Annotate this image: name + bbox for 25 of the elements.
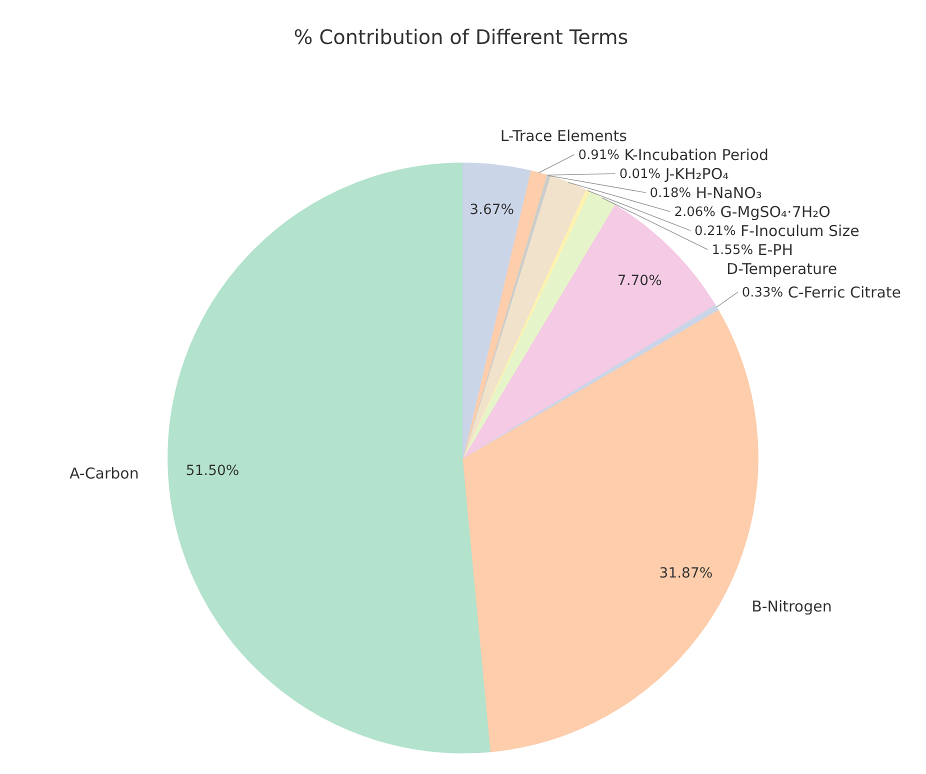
slice-label: F-Inoculum Size xyxy=(740,222,860,240)
slice-label: K-Incubation Period xyxy=(624,146,769,164)
slice-label: A-Carbon xyxy=(69,464,139,483)
slice-label: L-Trace Elements xyxy=(500,126,628,145)
data-label: 31.87% xyxy=(659,566,713,582)
slice-label: D-Temperature xyxy=(726,260,838,278)
data-label: 0.21% xyxy=(694,224,736,240)
data-label: 3.67% xyxy=(470,202,514,218)
data-label: 0.91% xyxy=(578,148,620,164)
pie-slice xyxy=(462,191,616,458)
data-label: 2.06% xyxy=(674,205,716,220)
slice-label: H-NaNO₃ xyxy=(696,184,762,202)
slice-label: E-PH xyxy=(758,240,793,259)
pie-slice xyxy=(462,162,531,458)
chart-title: % Contribution of Different Terms xyxy=(294,25,628,49)
data-label: 51.50% xyxy=(186,462,240,479)
data-label: 1.55% xyxy=(712,243,754,258)
data-label: 0.01% xyxy=(619,167,661,182)
slice-label: C-Ferric Citrate xyxy=(788,283,902,302)
slice-label: B-Nitrogen xyxy=(752,598,832,616)
data-label: 0.18% xyxy=(650,186,692,202)
data-label: 0.33% xyxy=(742,286,784,301)
data-label: 7.70% xyxy=(617,272,662,289)
slice-label: J-KH₂PO₄ xyxy=(664,164,729,183)
slice-label: G-MgSO₄·7H₂O xyxy=(720,202,830,221)
